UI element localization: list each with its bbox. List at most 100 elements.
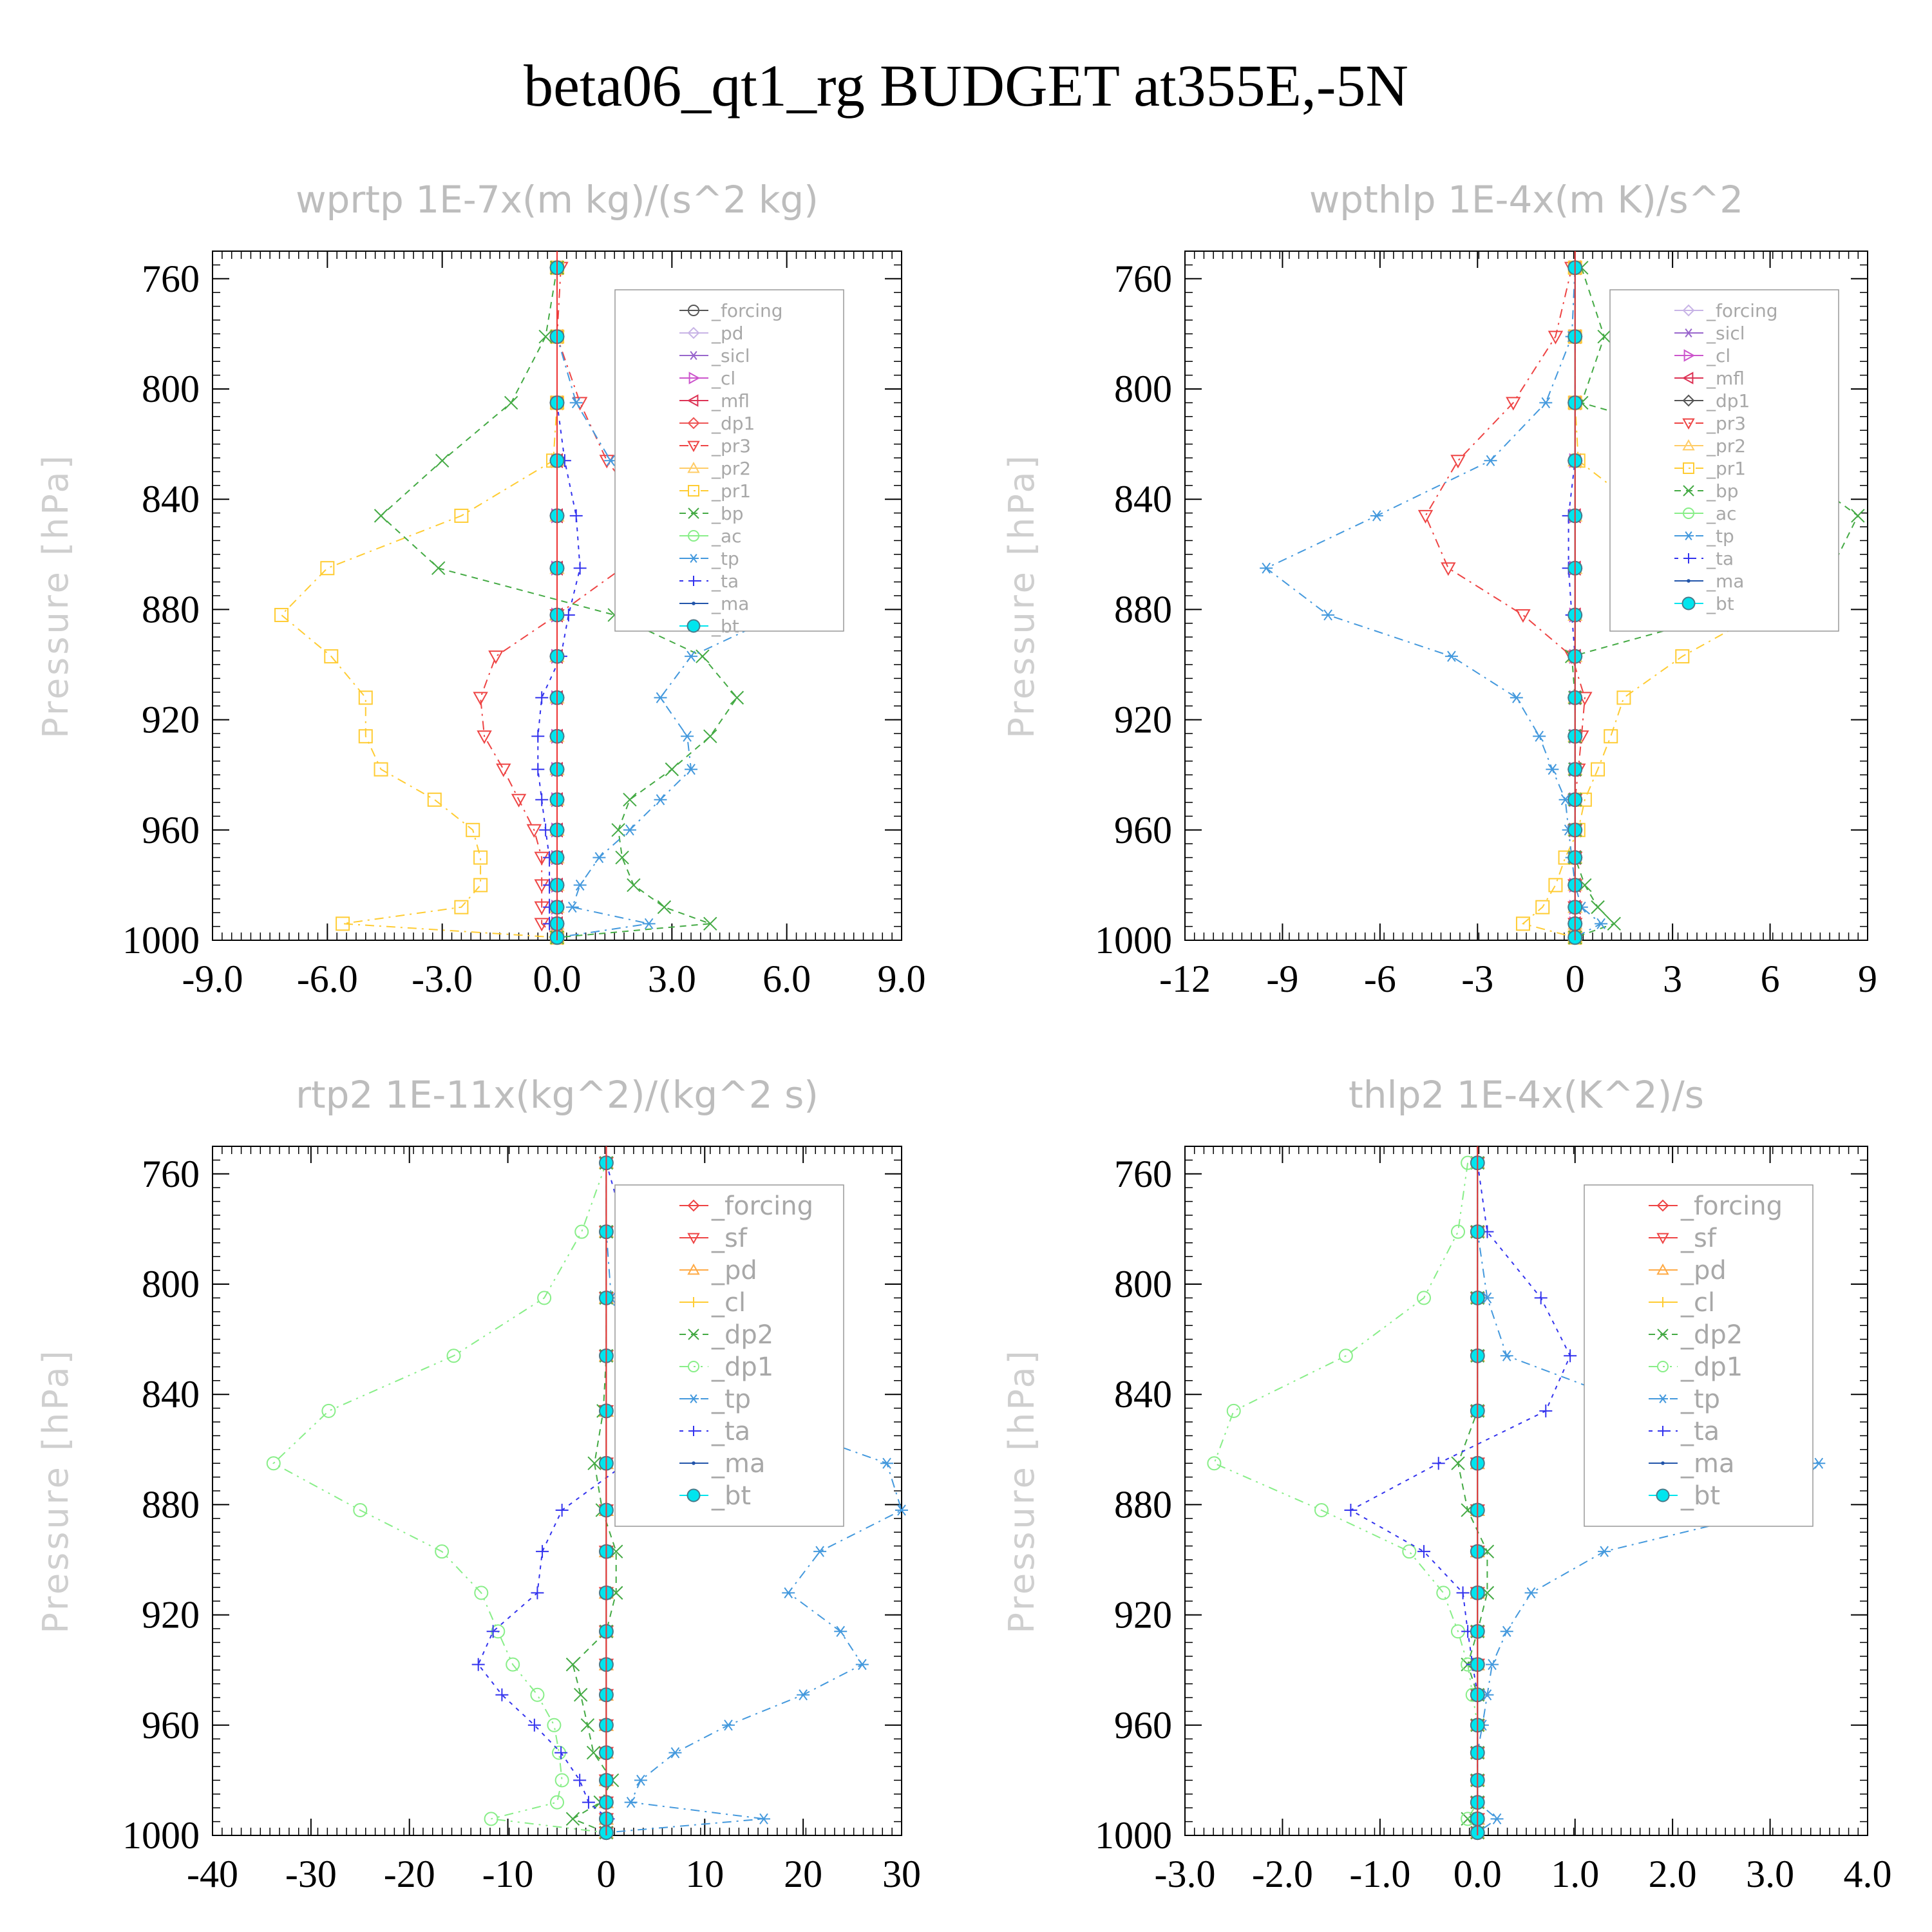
legend-marker bbox=[1687, 579, 1690, 583]
legend-marker bbox=[687, 1199, 700, 1212]
legend-item: _ta bbox=[679, 1417, 750, 1446]
data-point bbox=[1534, 1291, 1548, 1305]
legend-label: _mfl bbox=[711, 390, 750, 412]
legend-item: _tp bbox=[679, 548, 739, 569]
data-point bbox=[446, 1349, 461, 1363]
series-line bbox=[1425, 267, 1586, 938]
x-tick-label: 6.0 bbox=[762, 958, 811, 1000]
y-tick-label: 960 bbox=[142, 809, 200, 851]
y-tick-label: 960 bbox=[142, 1704, 200, 1747]
legend-marker bbox=[692, 601, 696, 605]
data-point bbox=[511, 793, 527, 808]
legend-box bbox=[1584, 1184, 1814, 1527]
data-point bbox=[657, 900, 672, 914]
legend-item: _pd bbox=[679, 323, 744, 344]
legend-marker bbox=[688, 1329, 699, 1340]
data-point bbox=[1441, 562, 1456, 576]
data-point bbox=[627, 878, 641, 893]
y-tick-label: 760 bbox=[1114, 1153, 1172, 1195]
legend-marker bbox=[688, 507, 699, 519]
legend-item: _ta bbox=[1674, 548, 1734, 569]
legend-item: _mfl bbox=[1674, 368, 1745, 389]
data-point bbox=[1675, 649, 1690, 664]
data-point bbox=[1484, 455, 1497, 466]
legend-item: _bt bbox=[679, 616, 739, 637]
legend-marker bbox=[1682, 439, 1695, 451]
legend-item: _ma bbox=[679, 1449, 765, 1479]
series-pr1 bbox=[274, 260, 564, 945]
data-point bbox=[1515, 609, 1531, 623]
data-point bbox=[1533, 730, 1546, 742]
data-point bbox=[565, 902, 579, 913]
data-point bbox=[536, 1545, 549, 1558]
data-point bbox=[1510, 692, 1523, 703]
data-point bbox=[582, 1795, 595, 1809]
legend-marker bbox=[1683, 485, 1694, 497]
legend-item: _sicl bbox=[679, 345, 750, 366]
data-point bbox=[573, 1774, 587, 1787]
data-point bbox=[668, 1747, 682, 1759]
legend-item: _ma bbox=[679, 593, 749, 614]
data-point bbox=[484, 1812, 498, 1826]
legend-label: _pr1 bbox=[711, 480, 751, 502]
data-point bbox=[537, 1291, 552, 1305]
x-tick-label: -6.0 bbox=[297, 958, 358, 1000]
legend-item: _forcing bbox=[1649, 1191, 1783, 1221]
legend-marker bbox=[1683, 531, 1694, 540]
data-point bbox=[1444, 650, 1458, 662]
x-tick-label: -1.0 bbox=[1349, 1853, 1410, 1895]
data-point bbox=[569, 397, 583, 408]
data-point bbox=[880, 1457, 894, 1469]
series-dp1 bbox=[1207, 1155, 1485, 1840]
y-tick-label: 1000 bbox=[122, 919, 200, 961]
legend-item: _pr3 bbox=[679, 435, 751, 457]
series-line bbox=[280, 267, 558, 938]
legend-item: _tp bbox=[679, 1385, 751, 1414]
data-point bbox=[730, 690, 744, 705]
data-point bbox=[573, 879, 587, 891]
legend: _forcing _sf _pd _cl_dp2_dp1 _tp _ta _ma_bt bbox=[614, 1184, 844, 1527]
data-point bbox=[1616, 690, 1631, 705]
data-point bbox=[527, 1718, 541, 1732]
y-axis-label: Pressure [hPa] bbox=[1001, 1348, 1042, 1633]
data-point bbox=[488, 650, 504, 665]
legend-item: _cl bbox=[679, 1288, 746, 1318]
data-point bbox=[1851, 509, 1865, 523]
legend-label: _ta bbox=[711, 1417, 750, 1446]
chart-wprtp: wprtp 1E-7x(m kg)/(s^2 kg) Pressure [hPa]… bbox=[35, 178, 926, 1000]
y-tick-label: 1000 bbox=[1095, 1814, 1172, 1857]
data-point bbox=[855, 1659, 869, 1671]
data-point bbox=[1506, 397, 1521, 411]
legend-item: _dp1 bbox=[1674, 390, 1750, 412]
y-axis-label: Pressure [hPa] bbox=[35, 1348, 76, 1633]
x-tick-label: -9.0 bbox=[182, 958, 243, 1000]
series-ta bbox=[1562, 261, 1582, 944]
legend-label: _tp bbox=[1706, 526, 1734, 547]
data-point bbox=[1226, 1403, 1241, 1418]
x-tick-label: 30 bbox=[882, 1853, 921, 1895]
legend-label: _forcing bbox=[1706, 300, 1778, 321]
data-point bbox=[1451, 1456, 1465, 1470]
legend-marker bbox=[1658, 1426, 1668, 1436]
data-point bbox=[834, 1625, 848, 1637]
y-tick-label: 960 bbox=[1114, 809, 1172, 851]
data-point bbox=[1591, 762, 1605, 777]
x-tick-label: -3.0 bbox=[412, 958, 473, 1000]
data-point bbox=[611, 823, 625, 837]
x-tick-label: -6 bbox=[1364, 958, 1396, 1000]
legend-label: _ma bbox=[711, 593, 749, 614]
legend-marker bbox=[1682, 418, 1695, 430]
data-point bbox=[1524, 1587, 1538, 1598]
legend-item: _ma bbox=[1649, 1449, 1734, 1479]
legend-marker bbox=[688, 530, 699, 542]
data-point bbox=[454, 508, 469, 523]
legend-label: _dp2 bbox=[711, 1320, 773, 1350]
data-point bbox=[466, 822, 480, 837]
legend-label: _sf bbox=[1680, 1224, 1717, 1253]
legend-marker bbox=[688, 1361, 699, 1372]
legend-item: _cl bbox=[1674, 345, 1730, 366]
y-tick-label: 880 bbox=[1114, 1483, 1172, 1526]
data-point bbox=[1338, 1349, 1353, 1363]
data-point bbox=[550, 1795, 564, 1810]
legend-label: _bt bbox=[711, 1481, 751, 1511]
